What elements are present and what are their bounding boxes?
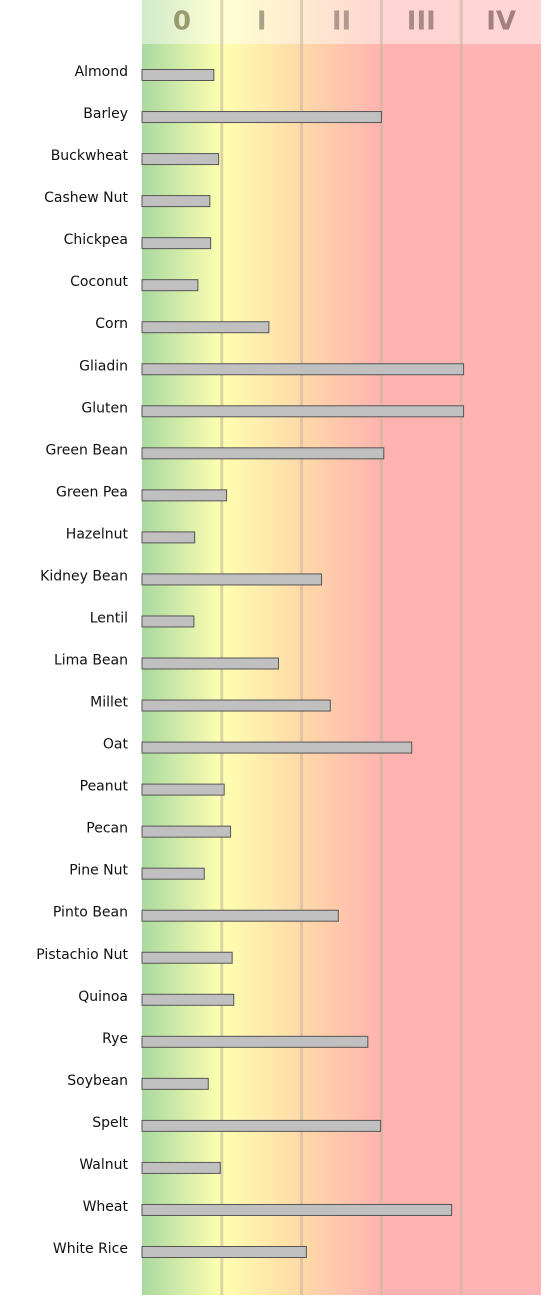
bar (141, 237, 212, 250)
bar (141, 531, 196, 544)
category-label: Chickpea (64, 232, 128, 248)
category-label: Green Bean (45, 442, 128, 458)
bar (141, 1035, 369, 1048)
bar (141, 195, 211, 208)
category-label: Spelt (92, 1115, 128, 1131)
category-label: Buckwheat (51, 148, 129, 164)
bar (141, 1161, 221, 1174)
category-label: Lima Bean (54, 653, 128, 669)
category-label: Soybean (67, 1073, 128, 1089)
bar (141, 741, 413, 754)
background (142, 0, 541, 1295)
bar (141, 279, 199, 292)
category-label: Hazelnut (66, 526, 129, 542)
bar (141, 321, 270, 334)
category-label: Quinoa (78, 989, 128, 1005)
class-label: 0 (173, 7, 191, 37)
bar (141, 573, 323, 586)
category-label: Pecan (86, 821, 128, 837)
category-label: Cashew Nut (44, 190, 128, 206)
bar (141, 993, 235, 1006)
category-label: Barley (83, 106, 128, 122)
category-label: White Rice (53, 1241, 128, 1257)
bar (141, 1246, 307, 1258)
category-label: Green Pea (56, 484, 128, 500)
category-label: Lentil (90, 610, 128, 626)
category-label: Wheat (83, 1199, 129, 1215)
category-label: Rye (102, 1031, 128, 1047)
bar (141, 69, 215, 81)
bar (141, 489, 228, 502)
bar (141, 1077, 209, 1090)
class-label: III (407, 7, 436, 37)
bar (141, 699, 331, 712)
bar (141, 909, 339, 922)
bar (141, 153, 220, 166)
category-label: Pinto Bean (53, 905, 128, 921)
bar (141, 405, 465, 418)
bar (141, 447, 385, 460)
category-label: Peanut (80, 779, 129, 795)
bar (141, 615, 195, 628)
category-label: Coconut (70, 274, 128, 290)
bar (141, 111, 382, 124)
category-label: Gluten (81, 400, 128, 416)
category-label: Pine Nut (69, 863, 128, 879)
category-label: Kidney Bean (40, 568, 128, 584)
class-label: II (332, 7, 351, 37)
bar (141, 1203, 453, 1216)
category-label: Almond (75, 64, 128, 80)
category-label: Gliadin (79, 358, 128, 374)
bar (141, 1119, 382, 1132)
bar (141, 783, 225, 796)
category-label: Corn (95, 316, 128, 332)
bar (141, 825, 232, 838)
bar (141, 867, 205, 880)
header-band (142, 0, 541, 44)
class-label: IV (486, 7, 516, 37)
category-label: Oat (103, 737, 129, 753)
bar (141, 363, 465, 376)
bar (141, 657, 279, 670)
category-label: Millet (90, 695, 128, 711)
class-label: I (257, 7, 267, 37)
category-label: Walnut (79, 1157, 128, 1173)
category-label: Pistachio Nut (36, 947, 128, 963)
bar (141, 951, 233, 964)
